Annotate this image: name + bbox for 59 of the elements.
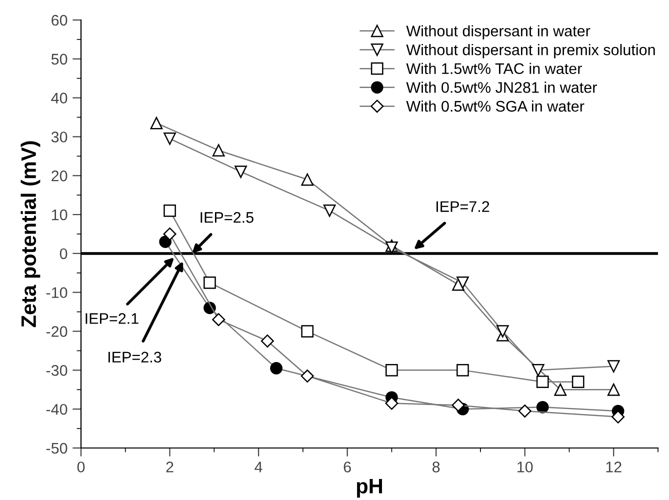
annotation: IEP=2.1 <box>86 313 138 324</box>
legend-label: Without dispersant in water <box>406 25 590 40</box>
y-axis-title: Zeta potential (mV) <box>20 141 40 328</box>
y-tick-label: -30 <box>46 365 68 376</box>
point <box>212 313 226 326</box>
y-tick-label: 0 <box>60 248 68 260</box>
legend-label: With 0.5wt% JN281 in water <box>406 82 597 93</box>
annotation: IEP=7.2 <box>436 201 490 212</box>
y-tick-label: 20 <box>52 170 68 182</box>
y-tick-label: 10 <box>52 209 68 220</box>
point <box>456 276 469 289</box>
y-tick-label: 40 <box>51 92 68 104</box>
point <box>532 364 544 376</box>
point <box>452 398 465 412</box>
point <box>164 204 176 217</box>
point <box>301 173 314 186</box>
point <box>536 400 549 414</box>
point <box>323 204 336 217</box>
legend-label: With 0.5wt% SGA in water <box>406 100 584 112</box>
point <box>270 362 282 374</box>
x-tick-label: 0 <box>77 462 85 472</box>
y-tick-label: -40 <box>46 404 68 415</box>
point <box>496 325 509 338</box>
x-tick-label: 10 <box>518 462 533 472</box>
point <box>163 227 176 241</box>
point <box>164 132 176 145</box>
y-tick-label: 30 <box>51 132 68 142</box>
x-tick-label: 4 <box>254 462 262 472</box>
annotation: IEP=2.5 <box>200 212 254 223</box>
point <box>204 276 216 289</box>
x-tick-label: 12 <box>606 462 622 472</box>
point <box>301 325 314 338</box>
point <box>260 334 274 348</box>
point <box>572 376 584 388</box>
point <box>300 370 314 383</box>
y-tick-label: -20 <box>46 326 68 337</box>
annotation: IEP=2.3 <box>108 352 162 363</box>
legend-label: Without dispersant in premix solution <box>406 44 655 58</box>
point <box>554 383 567 396</box>
point <box>150 116 163 130</box>
point <box>612 410 625 424</box>
point <box>386 364 398 376</box>
x-tick-label: 6 <box>344 462 351 472</box>
y-tick-label: -10 <box>46 287 68 298</box>
point <box>607 383 620 396</box>
point <box>536 376 549 388</box>
y-tick-label: 60 <box>52 14 68 26</box>
point <box>385 396 398 410</box>
point <box>456 364 469 376</box>
point <box>212 144 225 157</box>
point <box>518 404 532 418</box>
y-tick-label: -50 <box>46 442 68 454</box>
legend-label: With 1.5wt% TAC in water <box>406 62 582 74</box>
x-axis-title: pH <box>356 478 382 498</box>
point <box>607 360 620 372</box>
y-tick-label: 50 <box>51 54 68 65</box>
x-tick-label: 8 <box>432 462 440 472</box>
x-tick-label: 2 <box>166 462 174 472</box>
point <box>234 166 247 178</box>
